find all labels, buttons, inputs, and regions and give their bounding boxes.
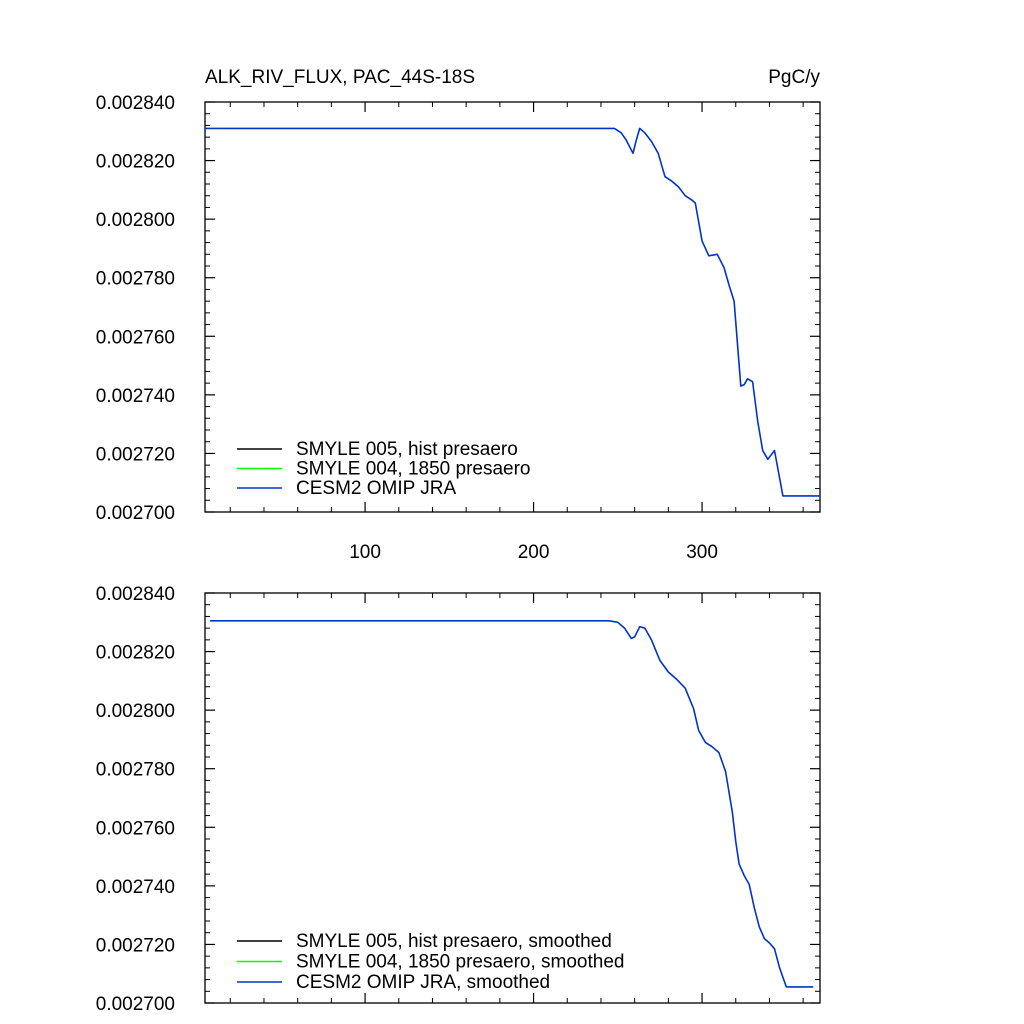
x-tick-label: 200 — [518, 542, 550, 563]
y-tick-label: 0.002800 — [96, 701, 175, 722]
y-tick-label: 0.002760 — [96, 327, 175, 348]
y-tick-label: 0.002720 — [96, 935, 175, 956]
y-tick-label: 0.002760 — [96, 818, 175, 839]
y-tick-label: 0.002740 — [96, 877, 175, 898]
y-tick-label: 0.002820 — [96, 643, 175, 664]
chart-title: ALK_RIV_FLUX, PAC_44S-18S — [205, 67, 475, 88]
y-tick-label: 0.002700 — [96, 994, 175, 1015]
plot-frame — [204, 592, 821, 1004]
legend-label: CESM2 OMIP JRA, smoothed — [296, 972, 550, 993]
legend-label: SMYLE 004, 1850 presaero — [296, 459, 531, 480]
legend-label: CESM2 OMIP JRA — [296, 478, 456, 499]
units-label: PgC/y — [768, 67, 820, 88]
y-tick-label: 0.002780 — [96, 760, 175, 781]
y-tick-label: 0.002740 — [96, 386, 175, 407]
x-tick-label: 100 — [349, 542, 381, 563]
bottom-panel: 0.002700 0.002720 0.002740 0.002760 0.002780… — [96, 584, 821, 1015]
y-tick-label: 0.002820 — [96, 152, 175, 173]
y-tick-label: 0.002840 — [96, 93, 175, 114]
x-tick-label: 300 — [686, 542, 718, 563]
plot-frame — [204, 101, 821, 513]
top-panel: ALK_RIV_FLUX, PAC_44S-18S PgC/y 0.002700… — [96, 67, 821, 563]
legend-label: SMYLE 004, 1850 presaero, smoothed — [296, 952, 624, 973]
y-tick-label: 0.002720 — [96, 444, 175, 465]
y-tick-label: 0.002700 — [96, 503, 175, 524]
legend-label: SMYLE 005, hist presaero — [296, 439, 518, 460]
legend-label: SMYLE 005, hist presaero, smoothed — [296, 931, 612, 952]
y-tick-label: 0.002800 — [96, 210, 175, 231]
series-line-2 — [210, 619, 814, 988]
y-tick-label: 0.002780 — [96, 269, 175, 290]
y-tick-label: 0.002840 — [96, 584, 175, 605]
series-line-2 — [205, 127, 820, 497]
